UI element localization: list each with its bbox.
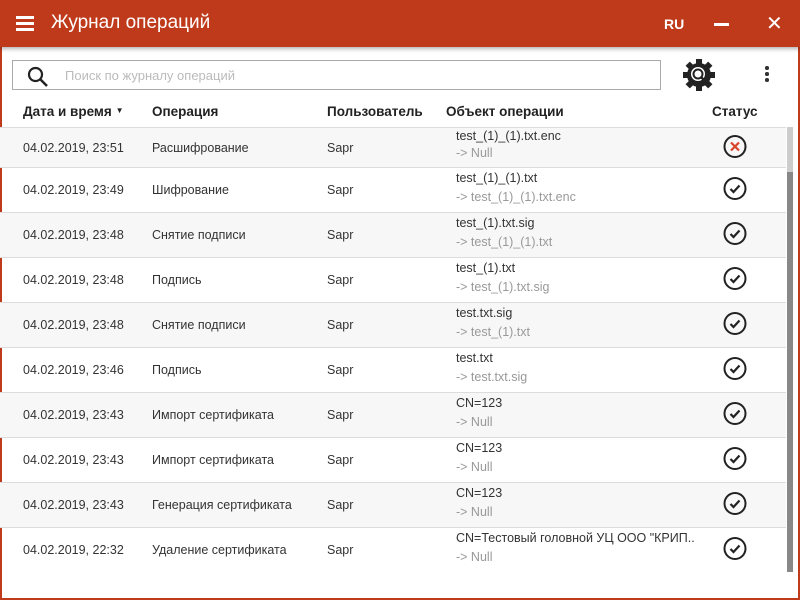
- row-object: CN=123: [456, 441, 503, 455]
- row-operation: Снятие подписи: [152, 318, 246, 332]
- status-error-icon: [723, 134, 747, 161]
- search-icon: [27, 66, 48, 87]
- row-operation: Импорт сертификата: [152, 408, 274, 422]
- table-row[interactable]: 04.02.2019, 23:43 Импорт сертификата Sap…: [0, 438, 786, 483]
- row-date: 04.02.2019, 23:51: [23, 140, 124, 155]
- row-object: CN=123: [456, 396, 503, 410]
- scrollbar-thumb[interactable]: [787, 172, 793, 572]
- row-object: test_(1).txt.sig: [456, 216, 535, 230]
- column-header-user[interactable]: Пользователь: [327, 104, 423, 119]
- operations-list: 04.02.2019, 23:51 Расшифрование Sapr tes…: [0, 127, 786, 572]
- row-object: test.txt.sig: [456, 306, 513, 320]
- status-ok-icon: [723, 447, 747, 474]
- hamburger-menu-icon[interactable]: [16, 16, 34, 31]
- row-object-target: -> test_(1).txt: [456, 325, 530, 339]
- row-date: 04.02.2019, 23:43: [23, 498, 124, 512]
- status-ok-icon: [723, 267, 747, 294]
- row-user: Sapr: [327, 228, 354, 242]
- minimize-icon[interactable]: [714, 23, 729, 26]
- row-operation: Импорт сертификата: [152, 453, 274, 467]
- row-date: 04.02.2019, 23:43: [23, 453, 124, 467]
- row-date: 04.02.2019, 22:32: [23, 543, 124, 557]
- row-operation: Подпись: [152, 363, 202, 377]
- row-user: Sapr: [327, 498, 354, 512]
- row-object-target: -> Null: [456, 505, 493, 519]
- row-object: test_(1).txt: [456, 261, 516, 275]
- row-user: Sapr: [327, 453, 354, 467]
- status-ok-icon: [723, 177, 747, 204]
- column-date-label: Дата и время: [23, 104, 112, 119]
- row-object-target: -> test_(1)_(1).txt: [456, 235, 553, 249]
- row-date: 04.02.2019, 23:48: [23, 228, 124, 242]
- search-placeholder: Поиск по журналу операций: [65, 68, 235, 83]
- row-date: 04.02.2019, 23:49: [23, 183, 124, 197]
- status-ok-icon: [723, 312, 747, 339]
- table-row[interactable]: 04.02.2019, 22:32 Удаление сертификата S…: [0, 528, 786, 572]
- row-object-target: -> Null: [456, 550, 493, 564]
- row-object-target: -> test_(1).txt.sig: [456, 280, 550, 294]
- status-ok-icon: [723, 537, 747, 564]
- sort-desc-icon: ▼: [115, 106, 124, 115]
- row-date: 04.02.2019, 23:46: [23, 363, 124, 377]
- table-row[interactable]: 04.02.2019, 23:48 Снятие подписи Sapr te…: [0, 213, 786, 258]
- table-row[interactable]: 04.02.2019, 23:48 Подпись Sapr test_(1).…: [0, 258, 786, 303]
- column-header-status[interactable]: Статус: [712, 104, 758, 119]
- search-input[interactable]: Поиск по журналу операций: [12, 60, 661, 90]
- row-user: Sapr: [327, 363, 354, 377]
- column-header-operation[interactable]: Операция: [152, 104, 219, 119]
- row-object-target: -> test_(1)_(1).txt.enc: [456, 190, 576, 204]
- row-object: CN=123: [456, 486, 503, 500]
- row-operation: Удаление сертификата: [152, 543, 287, 557]
- row-user: Sapr: [327, 273, 354, 287]
- row-object-target: -> Null: [456, 460, 493, 474]
- row-user: Sapr: [327, 408, 354, 422]
- row-object: CN=Тестовый головной УЦ ООО "КРИП..: [456, 531, 695, 545]
- row-user: Sapr: [327, 543, 354, 557]
- row-date: 04.02.2019, 23:48: [23, 318, 124, 332]
- row-operation: Подпись: [152, 273, 202, 287]
- row-object: test_(1)_(1).txt: [456, 171, 538, 185]
- row-operation: Снятие подписи: [152, 228, 246, 242]
- row-date: 04.02.2019, 23:48: [23, 273, 124, 287]
- row-operation: Расшифрование: [152, 140, 249, 155]
- status-ok-icon: [723, 402, 747, 429]
- row-object-target: -> test.txt.sig: [456, 370, 528, 384]
- close-icon[interactable]: ✕: [766, 13, 783, 35]
- row-user: Sapr: [327, 183, 354, 197]
- row-operation: Шифрование: [152, 183, 229, 197]
- status-ok-icon: [723, 357, 747, 384]
- table-row[interactable]: 04.02.2019, 23:51 Расшифрование Sapr tes…: [0, 128, 786, 168]
- table-row[interactable]: 04.02.2019, 23:43 Импорт сертификата Sap…: [0, 393, 786, 438]
- column-header-date[interactable]: Дата и время ▼: [23, 104, 123, 119]
- more-options-icon[interactable]: [765, 66, 769, 84]
- row-object-target: -> Null: [456, 146, 493, 160]
- table-row[interactable]: 04.02.2019, 23:43 Генерация сертификата …: [0, 483, 786, 528]
- status-ok-icon: [723, 222, 747, 249]
- page-title: Журнал операций: [51, 12, 211, 33]
- row-user: Sapr: [327, 318, 354, 332]
- table-row[interactable]: 04.02.2019, 23:49 Шифрование Sapr test_(…: [0, 168, 786, 213]
- table-row[interactable]: 04.02.2019, 23:48 Снятие подписи Sapr te…: [0, 303, 786, 348]
- title-bar: Журнал операций RU ✕: [0, 0, 800, 47]
- row-date: 04.02.2019, 23:43: [23, 408, 124, 422]
- language-button[interactable]: RU: [664, 16, 685, 32]
- row-object: test.txt: [456, 351, 493, 365]
- row-object-target: -> Null: [456, 415, 493, 429]
- column-header-object[interactable]: Объект операции: [446, 104, 564, 119]
- row-user: Sapr: [327, 140, 354, 155]
- row-object: test_(1)_(1).txt.enc: [456, 129, 561, 143]
- status-ok-icon: [723, 492, 747, 519]
- table-row[interactable]: 04.02.2019, 23:46 Подпись Sapr test.txt …: [0, 348, 786, 393]
- row-operation: Генерация сертификата: [152, 498, 292, 512]
- advanced-search-gear-icon[interactable]: [682, 58, 716, 92]
